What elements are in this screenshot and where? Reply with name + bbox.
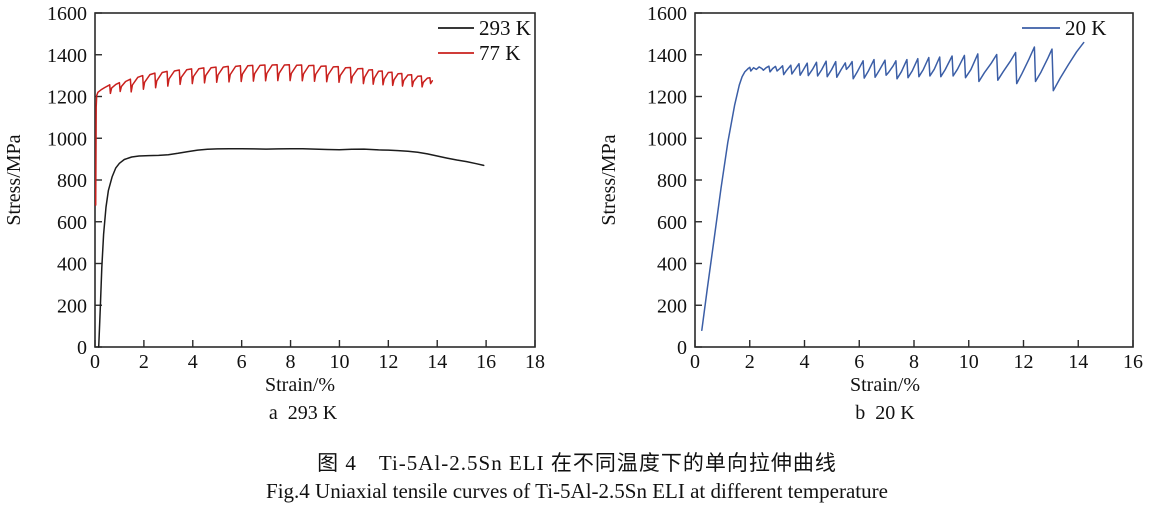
y-tick-label: 1400 [47, 45, 87, 67]
curve-20-k [701, 41, 1085, 332]
y-tick-label: 200 [657, 295, 687, 317]
y-tick-label: 800 [57, 170, 87, 192]
y-axis-label: Stress/MPa [3, 134, 25, 225]
chart-a-293k-77k: 0 2 4 6 8 10 12 14 16 18 0 200 400 600 800 1000 1200 1400… [3, 3, 545, 424]
curve-293-k [97, 147, 485, 348]
x-axis-ticks: 0 2 4 6 8 10 12 14 16 18 [90, 340, 545, 373]
y-tick-label: 400 [657, 254, 687, 276]
x-tick-label: 6 [237, 351, 247, 373]
x-tick-label: 8 [286, 351, 296, 373]
x-tick-label: 8 [909, 351, 919, 373]
x-tick-label: 4 [188, 351, 198, 373]
legend-label-20-k: 20 K [1065, 16, 1106, 40]
y-axis-label: Stress/MPa [598, 134, 620, 225]
x-axis-label: Strain/% [850, 374, 920, 396]
legend-label-77-k: 77 K [479, 41, 520, 65]
x-tick-label: 18 [525, 351, 545, 373]
y-tick-label: 600 [657, 212, 687, 234]
subplot-label: b 20 K [855, 402, 915, 424]
legend: 20 K [1022, 16, 1106, 40]
plot-border [94, 12, 536, 348]
y-tick-label: 1200 [47, 87, 87, 109]
x-axis-ticks: 0 2 4 6 8 10 12 14 16 [690, 340, 1143, 373]
x-tick-label: 6 [854, 351, 864, 373]
y-axis-ticks: 0 200 400 600 800 1000 1200 1400 1600 [47, 3, 102, 359]
y-tick-label: 1200 [647, 87, 687, 109]
x-axis-label: Strain/% [265, 374, 335, 396]
y-tick-label: 800 [657, 170, 687, 192]
y-tick-label: 1600 [647, 3, 687, 25]
x-tick-label: 16 [1123, 351, 1143, 373]
y-axis-ticks: 0 200 400 600 800 1000 1200 1400 1600 [647, 3, 702, 359]
x-tick-label: 12 [1014, 351, 1034, 373]
x-tick-label: 0 [690, 351, 700, 373]
x-tick-label: 14 [1068, 351, 1088, 373]
subplot-label: a 293 K [269, 402, 338, 424]
y-tick-label: 1600 [47, 3, 87, 25]
x-tick-label: 10 [329, 351, 349, 373]
y-tick-label: 400 [57, 254, 87, 276]
chart-b-20k: 0 2 4 6 8 10 12 14 16 0 200 400 600 800 1000 1200 1400 16… [598, 3, 1143, 424]
y-tick-label: 1000 [647, 128, 687, 150]
legend-label-293-k: 293 K [479, 16, 531, 40]
y-tick-label: 600 [57, 212, 87, 234]
y-tick-label: 1000 [47, 128, 87, 150]
y-tick-label: 200 [57, 295, 87, 317]
curve-77-k [94, 64, 434, 206]
plot-border [694, 12, 1134, 348]
x-tick-label: 10 [959, 351, 979, 373]
y-tick-label: 1400 [647, 45, 687, 67]
figure-caption-chinese: 图 4 Ti-5Al-2.5Sn ELI 在不同温度下的单向拉伸曲线 [317, 451, 837, 475]
y-tick-label: 0 [677, 337, 687, 359]
x-tick-label: 14 [427, 351, 447, 373]
x-tick-label: 0 [90, 351, 100, 373]
x-tick-label: 2 [745, 351, 755, 373]
x-tick-label: 16 [476, 351, 496, 373]
x-tick-label: 12 [378, 351, 398, 373]
y-tick-label: 0 [77, 337, 87, 359]
figure-caption-english: Fig.4 Uniaxial tensile curves of Ti-5Al-… [266, 479, 888, 503]
legend: 293 K77 K [438, 16, 531, 65]
x-tick-label: 4 [800, 351, 810, 373]
x-tick-label: 2 [139, 351, 149, 373]
